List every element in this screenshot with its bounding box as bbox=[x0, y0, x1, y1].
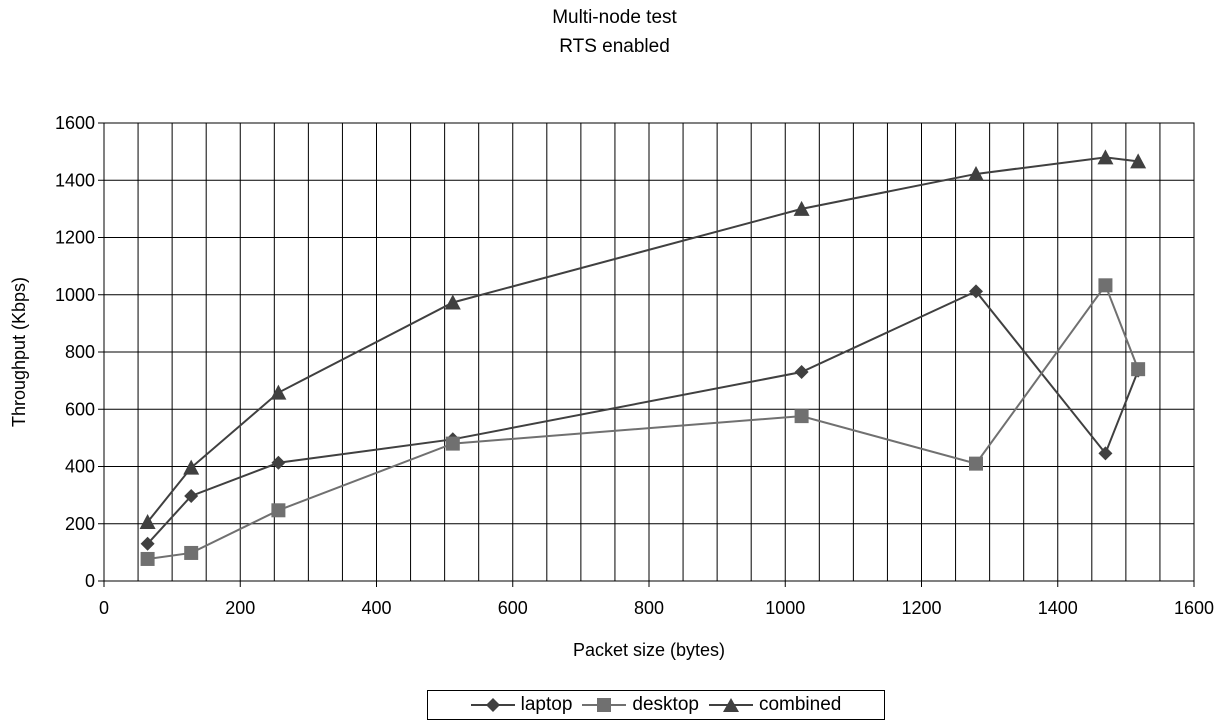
chart-title: Multi-node test bbox=[552, 7, 677, 28]
data-point-desktop bbox=[969, 456, 983, 471]
data-point-combined bbox=[270, 384, 287, 400]
data-point-desktop bbox=[794, 409, 809, 424]
data-point-desktop bbox=[184, 545, 199, 560]
data-point-laptop bbox=[184, 488, 199, 503]
y-tick-label: 1000 bbox=[55, 285, 95, 305]
data-point-laptop bbox=[271, 455, 286, 470]
data-point-combined bbox=[968, 165, 984, 181]
legend-item-laptop: laptop bbox=[470, 694, 573, 716]
line-chart: 0 200 400 600 800 1000 1200 1400 1600 0 200 400 600 8… bbox=[9, 113, 1214, 660]
x-tick-label: 1000 bbox=[765, 598, 805, 618]
y-tick-label: 0 bbox=[85, 571, 95, 591]
legend-label-desktop: desktop bbox=[632, 694, 699, 715]
legend-item-combined: combined bbox=[708, 694, 842, 716]
series-line-desktop bbox=[147, 283, 1140, 560]
legend-marker-laptop bbox=[470, 698, 515, 712]
x-tick-label: 800 bbox=[634, 598, 664, 618]
legend-item-desktop: desktop bbox=[582, 694, 699, 716]
series-line-combined bbox=[146, 156, 1139, 523]
data-point-desktop bbox=[1131, 362, 1146, 377]
y-tick-label: 400 bbox=[65, 457, 95, 477]
legend-label-combined: combined bbox=[758, 694, 842, 715]
legend-marker-combined bbox=[708, 698, 753, 712]
data-point-laptop bbox=[794, 365, 809, 380]
data-point-combined bbox=[1130, 153, 1147, 169]
data-point-desktop bbox=[271, 503, 286, 518]
x-axis-label: Packet size (bytes) bbox=[573, 640, 725, 660]
y-tick-label: 600 bbox=[65, 399, 95, 419]
y-axis-label: Throughput (Kbps) bbox=[9, 277, 29, 427]
data-point-desktop bbox=[445, 436, 460, 451]
data-point-combined bbox=[183, 459, 200, 475]
data-point-combined bbox=[1097, 149, 1114, 165]
legend-label-laptop: laptop bbox=[520, 694, 573, 715]
x-tick-label: 600 bbox=[498, 598, 528, 618]
legend-marker-desktop bbox=[582, 698, 627, 712]
y-tick-label: 1400 bbox=[55, 170, 95, 190]
data-point-laptop bbox=[1098, 446, 1113, 461]
data-point-combined bbox=[139, 514, 156, 530]
chart-subtitle: RTS enabled bbox=[559, 36, 670, 57]
x-tick-label: 1400 bbox=[1038, 598, 1078, 618]
data-point-laptop bbox=[969, 284, 983, 299]
x-tick-label: 0 bbox=[99, 598, 109, 618]
data-point-laptop bbox=[140, 536, 155, 551]
y-tick-label: 200 bbox=[65, 514, 95, 534]
y-tick-label: 800 bbox=[65, 342, 95, 362]
data-point-desktop bbox=[140, 551, 155, 566]
x-tick-label: 1200 bbox=[901, 598, 941, 618]
data-point-desktop bbox=[1098, 278, 1113, 293]
series-line-laptop bbox=[146, 290, 1140, 545]
legend: laptop desktop combined bbox=[427, 690, 885, 720]
data-point-combined bbox=[444, 294, 461, 310]
x-tick-label: 400 bbox=[361, 598, 391, 618]
data-point-combined bbox=[793, 200, 810, 216]
x-tick-label: 1600 bbox=[1174, 598, 1214, 618]
x-tick-label: 200 bbox=[225, 598, 255, 618]
y-tick-label: 1200 bbox=[55, 228, 95, 248]
y-tick-label: 1600 bbox=[55, 113, 95, 133]
